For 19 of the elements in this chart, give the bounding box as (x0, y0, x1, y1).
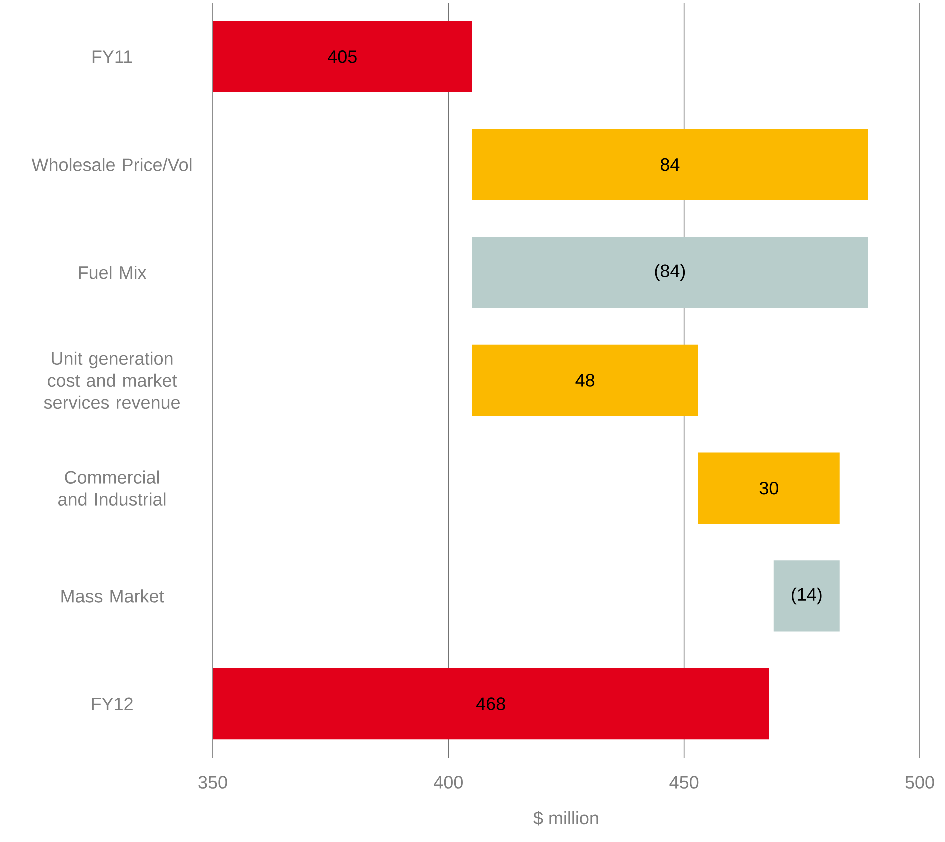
x-axis-title: $ million (534, 811, 598, 826)
x-tick-label: 350 (198, 776, 228, 789)
x-tick-label: 500 (906, 776, 934, 789)
y-tick-label: Fuel Mix (79, 266, 147, 280)
y-tick-label: Unit generation cost and market services revenue (44, 352, 180, 410)
x-tick-label: 400 (434, 776, 463, 789)
data-label: (84) (655, 264, 686, 282)
x-tick-label: 450 (670, 776, 699, 789)
y-tick-label: Mass Market (62, 590, 164, 603)
data-label: 468 (476, 698, 506, 710)
y-tick-label: Wholesale Price/Vol (32, 158, 192, 172)
data-label: 84 (660, 158, 680, 172)
data-label: 48 (576, 374, 595, 387)
data-label: (14) (792, 588, 822, 605)
data-label: 405 (328, 50, 357, 64)
y-tick-label: FY11 (92, 50, 132, 64)
y-tick-label: FY12 (92, 698, 133, 710)
data-label: 30 (760, 482, 778, 495)
y-tick-label: Commercial and Industrial (58, 470, 166, 506)
